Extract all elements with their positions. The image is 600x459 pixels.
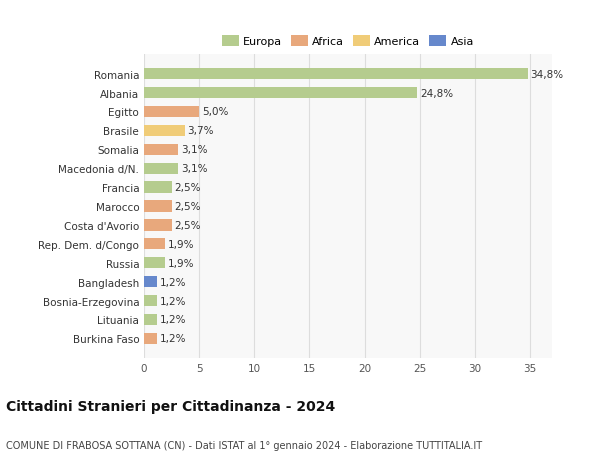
Bar — [144, 144, 178, 156]
Text: 3,7%: 3,7% — [188, 126, 214, 136]
Bar — [144, 201, 172, 212]
Text: 5,0%: 5,0% — [202, 107, 228, 117]
Bar — [144, 125, 185, 137]
Bar — [144, 182, 172, 193]
Text: 3,1%: 3,1% — [181, 164, 208, 174]
Bar — [144, 106, 199, 118]
Bar — [144, 220, 172, 231]
Text: 34,8%: 34,8% — [530, 69, 563, 79]
Text: 24,8%: 24,8% — [420, 89, 454, 98]
Text: 2,5%: 2,5% — [175, 220, 201, 230]
Text: Cittadini Stranieri per Cittadinanza - 2024: Cittadini Stranieri per Cittadinanza - 2… — [6, 399, 335, 413]
Text: 1,9%: 1,9% — [168, 239, 194, 249]
Bar — [144, 163, 178, 174]
Text: COMUNE DI FRABOSA SOTTANA (CN) - Dati ISTAT al 1° gennaio 2024 - Elaborazione TU: COMUNE DI FRABOSA SOTTANA (CN) - Dati IS… — [6, 440, 482, 450]
Text: 1,2%: 1,2% — [160, 315, 187, 325]
Text: 1,2%: 1,2% — [160, 277, 187, 287]
Bar — [144, 295, 157, 307]
Legend: Europa, Africa, America, Asia: Europa, Africa, America, Asia — [220, 34, 476, 49]
Bar — [144, 239, 165, 250]
Bar — [144, 276, 157, 288]
Bar — [144, 333, 157, 344]
Text: 2,5%: 2,5% — [175, 183, 201, 193]
Text: 2,5%: 2,5% — [175, 202, 201, 212]
Bar — [144, 257, 165, 269]
Bar — [144, 314, 157, 325]
Bar — [144, 88, 418, 99]
Text: 1,2%: 1,2% — [160, 296, 187, 306]
Bar — [144, 69, 528, 80]
Text: 1,9%: 1,9% — [168, 258, 194, 268]
Text: 3,1%: 3,1% — [181, 145, 208, 155]
Text: 1,2%: 1,2% — [160, 334, 187, 344]
